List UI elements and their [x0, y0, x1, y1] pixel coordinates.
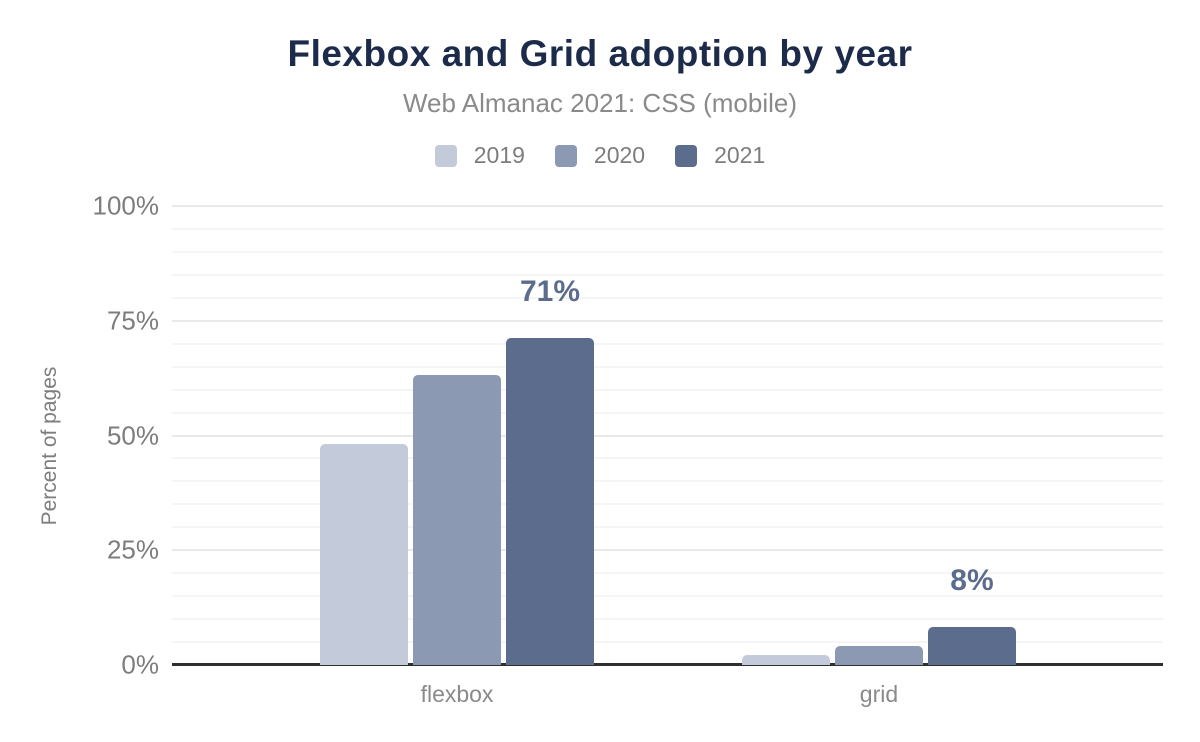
- gridline-minor-20: [172, 572, 1163, 575]
- gridline-minor-65: [172, 365, 1163, 368]
- gridline-minor-40: [172, 480, 1163, 483]
- y-axis-title: Percent of pages: [38, 366, 61, 526]
- bar-flexbox-2019[interactable]: [320, 443, 408, 665]
- y-tick-label-75: 75%: [106, 305, 159, 336]
- bar-grid-2020[interactable]: [834, 645, 923, 665]
- bar-grid-2021[interactable]: [927, 627, 1016, 665]
- gridline-minor-10: [172, 618, 1163, 621]
- legend-swatch-2021: [675, 144, 698, 167]
- bar-flexbox-2021[interactable]: [506, 338, 594, 665]
- gridline-major-100: [172, 205, 1163, 207]
- gridline-minor-60: [172, 388, 1163, 391]
- x-axis-line: [172, 663, 1163, 666]
- x-axis-label-grid: grid: [859, 681, 899, 707]
- legend-swatch-2020: [554, 144, 577, 167]
- bar-grid-2019[interactable]: [741, 654, 830, 665]
- y-tick-label-100: 100%: [92, 190, 160, 221]
- gridline-minor-80: [172, 296, 1163, 299]
- gridline-minor-70: [172, 342, 1163, 345]
- gridline-minor-45: [172, 457, 1163, 460]
- y-tick-label-50: 50%: [106, 420, 159, 450]
- chart-title: Flexbox and Grid adoption by year: [287, 33, 913, 74]
- gridline-minor-5: [172, 641, 1163, 644]
- legend-item-2020: 2020: [554, 142, 646, 169]
- legend-label-2019: 2019: [473, 142, 525, 168]
- bar-flexbox-2020[interactable]: [413, 374, 501, 665]
- gridline-minor-55: [172, 411, 1163, 414]
- gridline-major-50: [172, 434, 1163, 437]
- gridline-major-75: [172, 319, 1163, 322]
- legend-item-2021: 2021: [675, 142, 765, 169]
- plot-area: 0% 25% 50% 75% 100% flexbox grid 71% 8%: [93, 191, 1163, 707]
- gridline-minor-85: [172, 273, 1163, 276]
- x-axis-label-flexbox: flexbox: [420, 681, 494, 707]
- gridline-minor-90: [172, 250, 1163, 253]
- y-tick-label-25: 25%: [106, 534, 159, 565]
- legend-item-2019: 2019: [434, 142, 525, 169]
- legend-swatch-2019: [434, 144, 457, 167]
- gridline-minor-35: [172, 503, 1163, 506]
- bar-value-label-flexbox: 71%: [519, 275, 581, 309]
- chart-legend: 2019 2020 2021: [0, 142, 1200, 169]
- bar-value-label-grid: 8%: [950, 564, 994, 598]
- chart-subtitle: Web Almanac 2021: CSS (mobile): [402, 88, 798, 118]
- gridline-major-25: [172, 549, 1163, 552]
- gridline-minor-30: [172, 526, 1163, 529]
- legend-label-2021: 2021: [714, 142, 766, 168]
- gridline-minor-15: [172, 595, 1163, 598]
- legend-label-2020: 2020: [593, 142, 646, 168]
- gridline-minor-95: [172, 227, 1163, 230]
- y-tick-label-0: 0%: [121, 649, 159, 680]
